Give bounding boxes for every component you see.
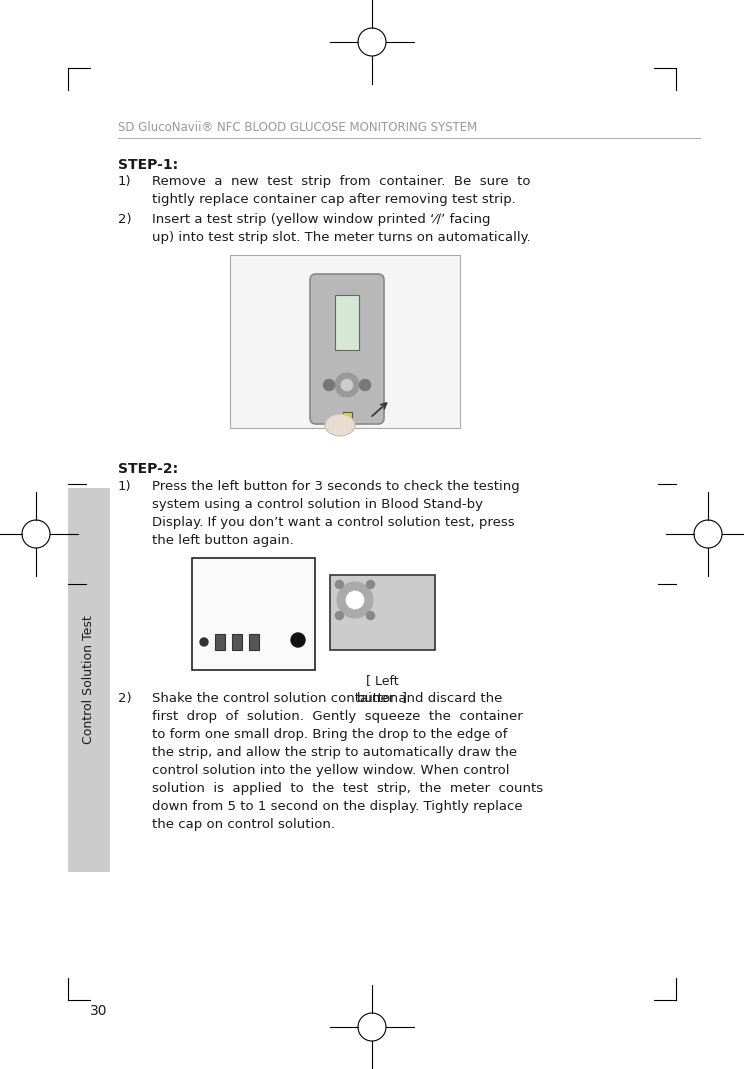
- Text: Shake the control solution container and discard the: Shake the control solution container and…: [152, 692, 502, 704]
- Text: Control Solution Test: Control Solution Test: [83, 616, 95, 744]
- Ellipse shape: [325, 414, 355, 436]
- Text: system using a control solution in Blood Stand-by: system using a control solution in Blood…: [152, 498, 483, 511]
- Circle shape: [367, 580, 374, 588]
- Bar: [68, 489, 110, 872]
- Bar: [215, 634, 225, 650]
- Circle shape: [337, 582, 373, 618]
- Text: Remove  a  new  test  strip  from  container.  Be  sure  to: Remove a new test strip from container. …: [152, 175, 530, 188]
- FancyBboxPatch shape: [310, 274, 384, 424]
- Bar: [192, 558, 315, 670]
- Circle shape: [341, 379, 353, 391]
- Text: control solution into the yellow window. When control: control solution into the yellow window.…: [152, 764, 510, 777]
- Bar: [335, 295, 359, 350]
- Text: [ Left
button ]: [ Left button ]: [357, 673, 407, 704]
- Bar: [343, 412, 352, 422]
- Circle shape: [346, 591, 364, 609]
- Text: 30: 30: [90, 1004, 107, 1018]
- Text: Press the left button for 3 seconds to check the testing: Press the left button for 3 seconds to c…: [152, 480, 520, 493]
- Text: 2): 2): [118, 213, 132, 226]
- Bar: [232, 634, 242, 650]
- Circle shape: [335, 373, 359, 397]
- Text: STEP-1:: STEP-1:: [118, 158, 178, 172]
- Text: solution  is  applied  to  the  test  strip,  the  meter  counts: solution is applied to the test strip, t…: [152, 783, 543, 795]
- Bar: [330, 575, 435, 650]
- Text: SD GlucoNavii® NFC BLOOD GLUCOSE MONITORING SYSTEM: SD GlucoNavii® NFC BLOOD GLUCOSE MONITOR…: [118, 122, 477, 135]
- Bar: [230, 255, 460, 428]
- Circle shape: [200, 638, 208, 646]
- Text: STEP-2:: STEP-2:: [118, 462, 178, 476]
- Circle shape: [324, 379, 335, 390]
- Circle shape: [291, 633, 305, 647]
- Text: the left button again.: the left button again.: [152, 534, 294, 547]
- Text: tightly replace container cap after removing test strip.: tightly replace container cap after remo…: [152, 193, 516, 206]
- Circle shape: [336, 580, 344, 588]
- Circle shape: [367, 611, 374, 620]
- Text: down from 5 to 1 second on the display. Tightly replace: down from 5 to 1 second on the display. …: [152, 800, 522, 814]
- Circle shape: [336, 611, 344, 620]
- Text: the strip, and allow the strip to automatically draw the: the strip, and allow the strip to automa…: [152, 746, 517, 759]
- Text: first  drop  of  solution.  Gently  squeeze  the  container: first drop of solution. Gently squeeze t…: [152, 710, 523, 723]
- Text: 2): 2): [118, 692, 132, 704]
- Bar: [249, 634, 259, 650]
- Text: to form one small drop. Bring the drop to the edge of: to form one small drop. Bring the drop t…: [152, 728, 507, 741]
- Text: Insert a test strip (yellow window printed ‘⁄∕’ facing: Insert a test strip (yellow window print…: [152, 213, 490, 226]
- Text: the cap on control solution.: the cap on control solution.: [152, 818, 335, 831]
- Circle shape: [359, 379, 371, 390]
- Text: Display. If you don’t want a control solution test, press: Display. If you don’t want a control sol…: [152, 516, 515, 529]
- Text: up) into test strip slot. The meter turns on automatically.: up) into test strip slot. The meter turn…: [152, 231, 530, 244]
- Text: 1): 1): [118, 175, 132, 188]
- Text: 1): 1): [118, 480, 132, 493]
